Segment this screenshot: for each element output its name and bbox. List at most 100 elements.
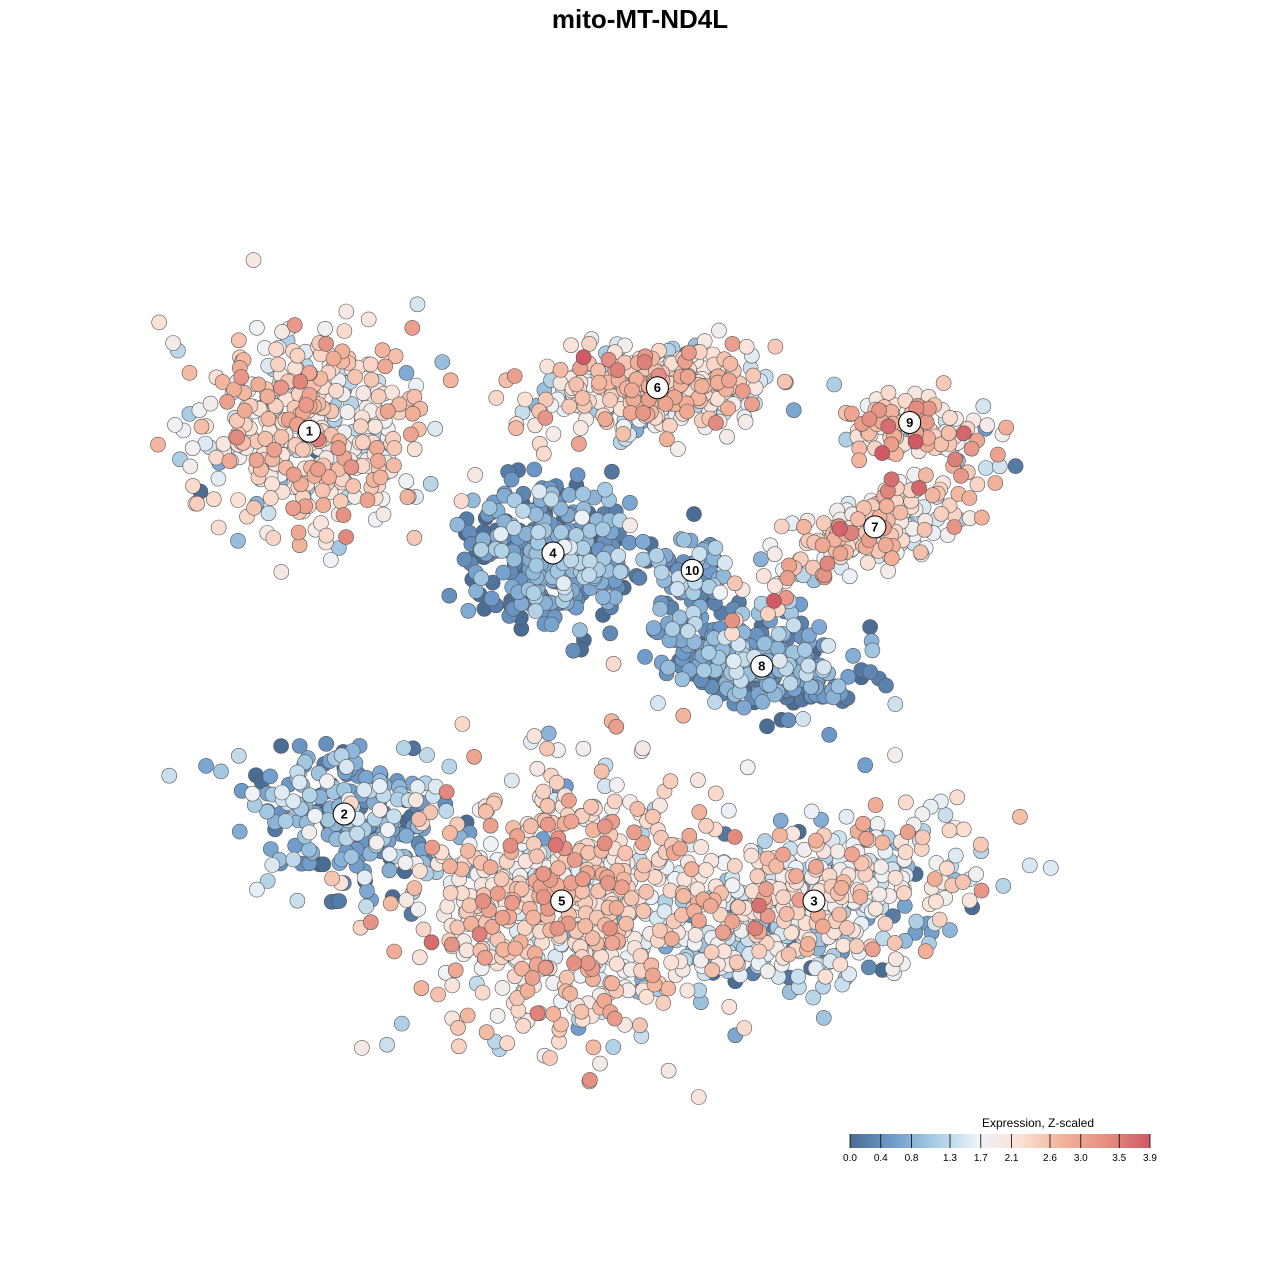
data-point [644,808,661,825]
data-point [844,846,860,863]
data-point [867,900,884,917]
data-point [888,951,904,968]
data-point [753,551,769,568]
data-point [747,920,764,937]
data-point [379,1036,395,1053]
data-point [449,516,466,533]
data-point [815,1010,832,1026]
data-point [270,356,286,373]
data-point [751,943,768,960]
data-point [778,906,795,922]
data-point [571,435,587,452]
data-point [955,425,972,442]
data-point [542,1050,558,1066]
legend-tick-label: 0.8 [905,1153,919,1164]
scatter-points [150,252,1059,1105]
data-point [450,1020,466,1036]
data-point [600,875,616,891]
data-point [803,803,820,820]
data-point [848,938,865,955]
data-point [369,440,385,456]
data-point [285,851,302,868]
data-point [675,707,692,724]
data-point [265,530,282,546]
data-point [963,440,980,457]
data-point [700,644,717,661]
data-point [230,532,246,549]
data-point [918,467,934,484]
data-point [540,816,556,833]
data-point [424,839,441,856]
data-point [456,551,473,568]
data-point [506,551,523,568]
data-point [398,892,415,908]
data-point [610,547,627,564]
data-point [395,740,412,756]
data-point [636,857,652,874]
data-point [835,937,852,954]
data-point [184,440,201,457]
data-point [600,351,617,368]
data-point [768,858,785,874]
data-point [543,491,560,508]
data-point [874,834,891,851]
data-point [577,918,594,934]
data-point [409,779,426,796]
data-point [422,475,439,492]
data-point [651,922,668,939]
data-point [613,879,630,896]
data-point [693,378,710,395]
data-point [831,906,848,923]
data-point [693,839,709,855]
data-point [372,469,389,486]
data-point [660,659,677,676]
data-point [583,798,599,815]
data-point [273,379,289,396]
data-point [947,847,964,864]
data-point [294,441,311,458]
data-point [494,980,511,996]
data-point [274,784,290,801]
data-point [441,587,458,604]
data-point [648,547,665,564]
data-point [644,967,661,984]
data-point [635,533,651,550]
data-point [189,495,205,512]
data-point [814,537,831,554]
data-point [581,553,598,570]
data-point [475,893,491,909]
data-point [841,568,858,585]
data-point [829,843,846,860]
data-point [461,897,478,914]
data-point [539,358,556,375]
data-point [987,475,1004,491]
data-point [322,552,339,568]
data-point [438,803,455,819]
data-point [582,1072,598,1088]
data-point [693,952,709,969]
data-point [728,954,745,971]
data-point [591,374,607,391]
data-point [864,642,881,659]
data-point [623,890,640,907]
data-point [1043,860,1059,876]
data-point [524,970,541,986]
data-point [772,827,788,844]
data-point [877,915,894,932]
data-point [808,832,824,849]
data-point [877,537,894,553]
data-point [608,718,625,735]
data-point [286,317,303,333]
cluster-label-10: 10 [680,558,704,582]
data-point [539,797,556,814]
data-point [460,843,476,859]
data-point [566,955,582,971]
data-point [727,575,743,592]
data-point [354,1040,370,1056]
data-point [602,392,618,408]
data-point [897,844,914,860]
data-point [347,369,363,385]
data-point [260,410,277,427]
data-point [262,490,279,506]
data-point [756,635,773,652]
